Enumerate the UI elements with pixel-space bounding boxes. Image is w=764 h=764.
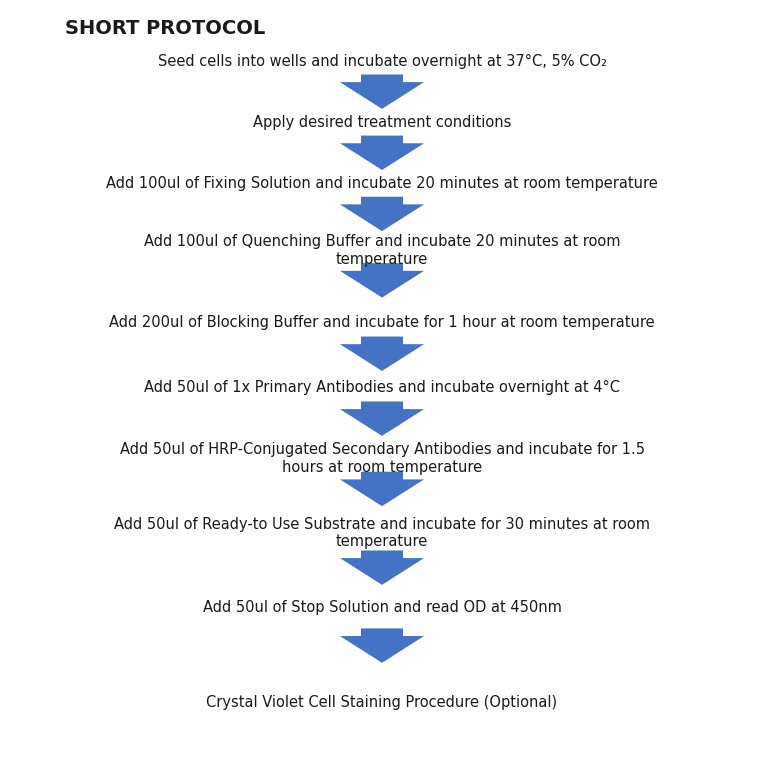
Polygon shape	[340, 401, 424, 435]
Text: Crystal Violet Cell Staining Procedure (Optional): Crystal Violet Cell Staining Procedure (…	[206, 695, 558, 711]
Polygon shape	[340, 628, 424, 662]
Text: Apply des​ired treatment conditions: Apply des​ired treatment conditions	[253, 115, 511, 130]
Text: Seed cells into wells and incubate overnight at 37°C, 5% CO₂: Seed cells into wells and incubate overn…	[157, 53, 607, 69]
Polygon shape	[340, 196, 424, 231]
Text: Add 50ul of 1x Primary Antibodies and incubate overnight at 4°C: Add 50ul of 1x Primary Antibodies and in…	[144, 380, 620, 395]
Polygon shape	[340, 336, 424, 371]
Text: Add 50ul of HRP-Conjugated Secondary Antibodies and incubate for 1.5
hours at ro: Add 50ul of HRP-Conjugated Secondary Ant…	[119, 442, 645, 474]
Text: Add 200ul of Blocking Buffer and incubate for 1 hour at room temperature: Add 200ul of Blocking Buffer and incubat…	[109, 315, 655, 330]
Polygon shape	[340, 263, 424, 297]
Polygon shape	[340, 471, 424, 507]
Polygon shape	[340, 74, 424, 108]
Text: SHORT PROTOCOL: SHORT PROTOCOL	[65, 19, 265, 38]
Text: Add 100ul of Fixing Solution and incubate 20 minutes at room temperature: Add 100ul of Fixing Solution and incubat…	[106, 176, 658, 191]
Polygon shape	[340, 136, 424, 170]
Text: Add 100ul of Quenching Buffer and incubate 20 minutes at room
temperature: Add 100ul of Quenching Buffer and incuba…	[144, 235, 620, 267]
Polygon shape	[340, 550, 424, 585]
Text: Add 50ul of Ready-to Use Substrate and incubate for 30 minutes at room
temperatu: Add 50ul of Ready-to Use Substrate and i…	[114, 517, 650, 549]
Text: Add 50ul of Stop Solution and read OD at 450nm: Add 50ul of Stop Solution and read OD at…	[202, 600, 562, 615]
